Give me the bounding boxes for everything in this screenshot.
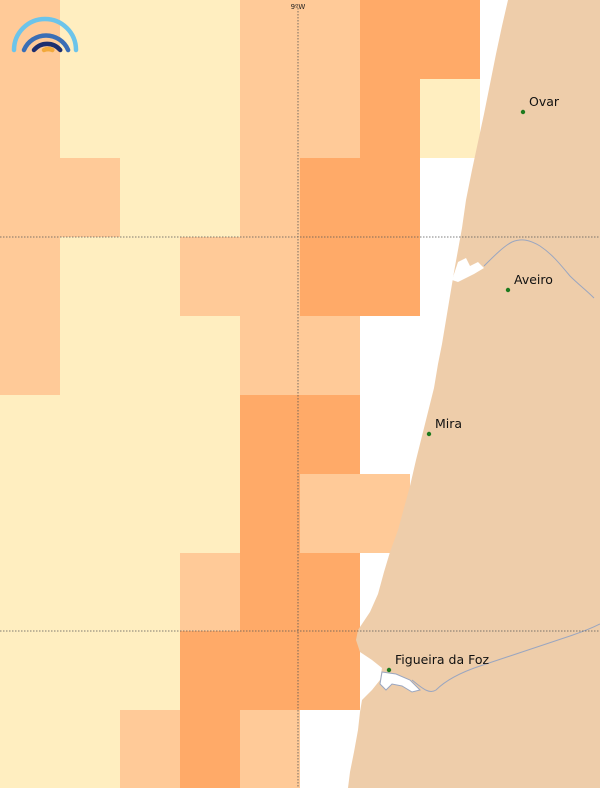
grid-cell	[240, 710, 300, 788]
grid-cell	[420, 0, 480, 79]
grid-cell	[0, 237, 60, 316]
grid-cell	[60, 79, 120, 158]
grid-cell	[300, 158, 360, 237]
grid-cell	[240, 237, 300, 316]
grid-cell	[60, 553, 120, 631]
grid-cell	[360, 79, 420, 158]
grid-cell	[240, 474, 300, 553]
town-aveiro[interactable]: Aveiro	[505, 272, 553, 293]
grid-cell	[300, 553, 360, 631]
grid-cell	[180, 553, 240, 631]
grid-cell	[0, 553, 60, 631]
grid-cell	[120, 631, 180, 710]
grid-cell	[120, 79, 180, 158]
grid-cell	[180, 710, 240, 788]
town-dot	[520, 109, 526, 115]
grid-cell	[0, 395, 60, 474]
town-label: Mira	[435, 416, 462, 431]
grid-cell	[420, 79, 480, 158]
grid-cell	[0, 631, 60, 710]
grid-cell	[120, 0, 180, 79]
grid-cell	[0, 316, 60, 395]
town-label: Ovar	[529, 94, 560, 109]
town-dot	[505, 287, 511, 293]
grid-cell	[120, 474, 180, 553]
grid-cell	[60, 710, 120, 788]
logo-arc	[31, 41, 63, 53]
grid-cell	[300, 395, 360, 474]
intensity-grid	[0, 0, 480, 788]
logo-arc	[41, 46, 55, 53]
town-dot	[386, 667, 392, 673]
grid-cell	[60, 0, 120, 79]
grid-cell	[180, 395, 240, 474]
town-mira[interactable]: Mira	[426, 416, 462, 437]
grid-cell	[180, 0, 240, 79]
land-mass	[348, 0, 600, 788]
grid-cell	[180, 158, 240, 237]
river-vouga	[483, 239, 595, 299]
grid-cell	[0, 158, 60, 237]
longitude-label: 9ºW	[291, 3, 306, 11]
grid-cell	[240, 79, 300, 158]
town-dot	[426, 431, 432, 437]
grid-cell	[60, 316, 120, 395]
grid-cell	[120, 553, 180, 631]
grid-cell	[360, 158, 420, 237]
logo-arc	[11, 16, 79, 53]
grid-cell	[360, 237, 420, 316]
grid-cell	[240, 395, 300, 474]
rainbow-logo-icon	[11, 16, 79, 53]
grid-cell	[60, 395, 120, 474]
mondego-estuary	[379, 671, 421, 693]
town-ovar[interactable]: Ovar	[520, 94, 560, 115]
grid-cell	[0, 79, 60, 158]
grid-cell	[240, 553, 300, 631]
grid-cell	[180, 79, 240, 158]
grid-cell	[180, 474, 240, 553]
grid-cell	[180, 237, 240, 316]
grid-cell	[120, 237, 180, 316]
grid-cell	[240, 316, 300, 395]
grid-cell	[360, 0, 420, 79]
grid-cell	[120, 158, 180, 237]
town-figueira-da-foz[interactable]: Figueira da Foz	[386, 652, 490, 673]
grid-cell	[180, 631, 240, 710]
town-label: Aveiro	[514, 272, 553, 287]
grid-cell	[0, 474, 60, 553]
grid-cell	[0, 710, 60, 788]
graticule	[0, 8, 600, 788]
grid-cell	[120, 710, 180, 788]
grid-cell	[300, 631, 360, 710]
grid-cell	[300, 316, 360, 395]
grid-cell	[300, 474, 360, 553]
grid-cell	[60, 237, 120, 316]
grid-cell	[120, 395, 180, 474]
grid-cell	[120, 316, 180, 395]
grid-cell	[60, 158, 120, 237]
aveiro-lagoon	[452, 258, 484, 282]
grid-cell	[300, 79, 360, 158]
town-label: Figueira da Foz	[395, 652, 490, 667]
grid-cell	[60, 631, 120, 710]
grid-cell	[300, 237, 360, 316]
grid-cell	[240, 631, 300, 710]
grid-cell	[180, 316, 240, 395]
river-mondego	[411, 623, 600, 693]
grid-cell	[240, 0, 300, 79]
grid-cell	[240, 158, 300, 237]
grid-cell	[60, 474, 120, 553]
logo-arc	[21, 33, 71, 53]
grid-cell	[300, 0, 360, 79]
